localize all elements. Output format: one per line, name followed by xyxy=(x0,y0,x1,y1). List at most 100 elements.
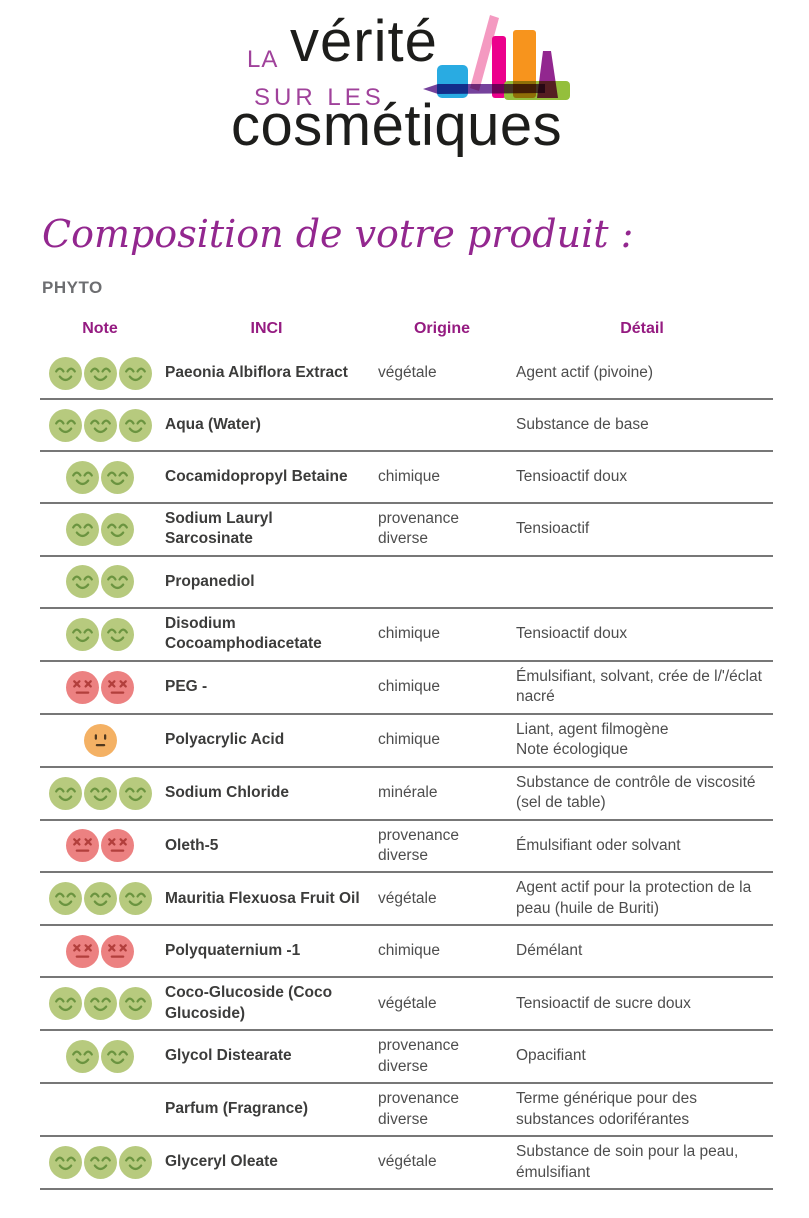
mascara-wand-icon xyxy=(470,15,499,91)
col-header-detail: Détail xyxy=(620,320,664,337)
note-cell xyxy=(40,460,160,494)
table-row: Propanediol xyxy=(40,557,773,609)
origine-value: minérale xyxy=(378,783,438,801)
logo-text-la: LA xyxy=(247,46,279,73)
origine-value: chimique xyxy=(378,678,441,696)
happy-face-icon xyxy=(118,408,152,442)
table-row: PEG - chimique Émulsifiant, solvant, cré… xyxy=(40,662,773,715)
happy-face-icon xyxy=(48,408,82,442)
logo-text-verite: vérité xyxy=(290,9,438,74)
note-cell xyxy=(40,934,160,968)
inci-name: Sodium Lauryl Sarcosinate xyxy=(165,510,273,548)
happy-face-icon xyxy=(118,987,152,1021)
detail-text: Émulsifiant, solvant, crée de l/'/éclat … xyxy=(516,667,762,706)
dead-face-icon xyxy=(66,829,99,863)
inci-name: Polyquaternium -1 xyxy=(165,942,301,960)
happy-face-icon xyxy=(83,882,117,916)
inci-name: Coco-Glucoside (Coco Glucoside) xyxy=(165,984,333,1022)
happy-face-icon xyxy=(101,565,134,599)
note-cell xyxy=(40,1146,160,1180)
eyeliner-pencil-icon xyxy=(423,84,545,94)
product-name: PHYTO xyxy=(42,278,103,297)
happy-face-icon xyxy=(118,776,152,810)
inci-name: Propanediol xyxy=(165,572,255,590)
note-cell xyxy=(40,512,160,546)
detail-text: Substance de base xyxy=(516,415,649,433)
happy-face-icon xyxy=(83,408,117,442)
neutral-face-icon xyxy=(83,723,117,757)
logo: LA vérité SUR LES cosmétiques xyxy=(0,0,809,168)
detail-text: Liant, agent filmogène Note écologique xyxy=(516,720,669,759)
table-row: Sodium Lauryl Sarcosinate provenance div… xyxy=(40,504,773,557)
origine-value: végétale xyxy=(378,1153,437,1171)
inci-name: Glycol Distearate xyxy=(165,1047,292,1065)
detail-text: Agent actif pour la protection de la pea… xyxy=(516,879,752,917)
detail-text: Substance de contrôle de viscosité (sel … xyxy=(516,773,756,812)
happy-face-icon xyxy=(118,356,152,390)
cosmetics-icons xyxy=(423,15,570,100)
note-cell xyxy=(40,987,160,1021)
table-row: Paeonia Albiflora Extract végétale Agent… xyxy=(40,348,773,400)
happy-face-icon xyxy=(101,1040,134,1074)
origine-value: végétale xyxy=(378,889,437,907)
table-row: Cocamidopropyl Betaine chimique Tensioac… xyxy=(40,452,773,504)
col-header-origine: Origine xyxy=(413,320,470,337)
detail-text: Tensioactif de sucre doux xyxy=(516,994,691,1012)
inci-name: Sodium Chloride xyxy=(165,783,289,801)
inci-name: Parfum (Fragrance) xyxy=(165,1100,308,1118)
inci-name: Aqua (Water) xyxy=(165,415,261,433)
happy-face-icon xyxy=(66,565,99,599)
happy-face-icon xyxy=(101,460,134,494)
happy-face-icon xyxy=(83,1146,117,1180)
note-cell xyxy=(40,882,160,916)
table-row: Sodium Chloride minérale Substance de co… xyxy=(40,768,773,821)
note-cell xyxy=(40,565,160,599)
dead-face-icon xyxy=(101,670,134,704)
note-cell xyxy=(40,670,160,704)
detail-text: Tensioactif xyxy=(516,520,590,538)
happy-face-icon xyxy=(66,1040,99,1074)
page-title: Composition de votre produit : xyxy=(42,212,634,256)
inci-name: Disodium Cocoamphodiacetate xyxy=(165,614,322,653)
table-row: Coco-Glucoside (Coco Glucoside) végétale… xyxy=(40,978,773,1032)
logo-text-sur-les: SUR LES xyxy=(254,84,385,111)
detail-text: Démélant xyxy=(516,942,583,960)
inci-name: PEG - xyxy=(165,678,208,696)
happy-face-icon xyxy=(48,776,82,810)
col-header-note: Note xyxy=(82,320,118,337)
table-row: Disodium Cocoamphodiacetate chimique Ten… xyxy=(40,609,773,662)
cream-tube-icon xyxy=(513,30,536,98)
note-cell xyxy=(40,776,160,810)
origine-value: végétale xyxy=(378,994,437,1012)
origine-value: chimique xyxy=(378,467,441,485)
happy-face-icon xyxy=(48,356,82,390)
table-row: Polyquaternium -1 chimique Démélant xyxy=(40,926,773,979)
happy-face-icon xyxy=(83,776,117,810)
happy-face-icon xyxy=(48,987,82,1021)
note-cell xyxy=(40,408,160,442)
composition-table: Note INCI Origine Détail Paeonia Albiflo… xyxy=(40,314,773,1190)
origine-value: provenance diverse xyxy=(378,510,460,548)
dead-face-icon xyxy=(66,670,99,704)
happy-face-icon xyxy=(118,1146,152,1180)
note-cell xyxy=(40,356,160,390)
table-row: Parfum (Fragrance) provenance diverse Te… xyxy=(40,1084,773,1138)
happy-face-icon xyxy=(101,617,134,651)
table-row: Aqua (Water) Substance de base xyxy=(40,400,773,452)
inci-name: Mauritia Flexuosa Fruit Oil xyxy=(165,889,360,907)
dead-face-icon xyxy=(101,934,134,968)
logo-text-cosmetiques: cosmétiques xyxy=(231,93,563,158)
dead-face-icon xyxy=(66,934,99,968)
note-cell xyxy=(40,829,160,863)
note-cell xyxy=(40,723,160,757)
table-row: Polyacrylic Acid chimique Liant, agent f… xyxy=(40,715,773,768)
happy-face-icon xyxy=(101,512,134,546)
origine-value: chimique xyxy=(378,625,441,643)
note-cell xyxy=(40,617,160,651)
inci-name: Glyceryl Oleate xyxy=(165,1153,278,1171)
origine-value: provenance diverse xyxy=(378,826,460,864)
origine-value: chimique xyxy=(378,730,441,748)
origine-value: végétale xyxy=(378,363,437,381)
happy-face-icon xyxy=(66,460,99,494)
